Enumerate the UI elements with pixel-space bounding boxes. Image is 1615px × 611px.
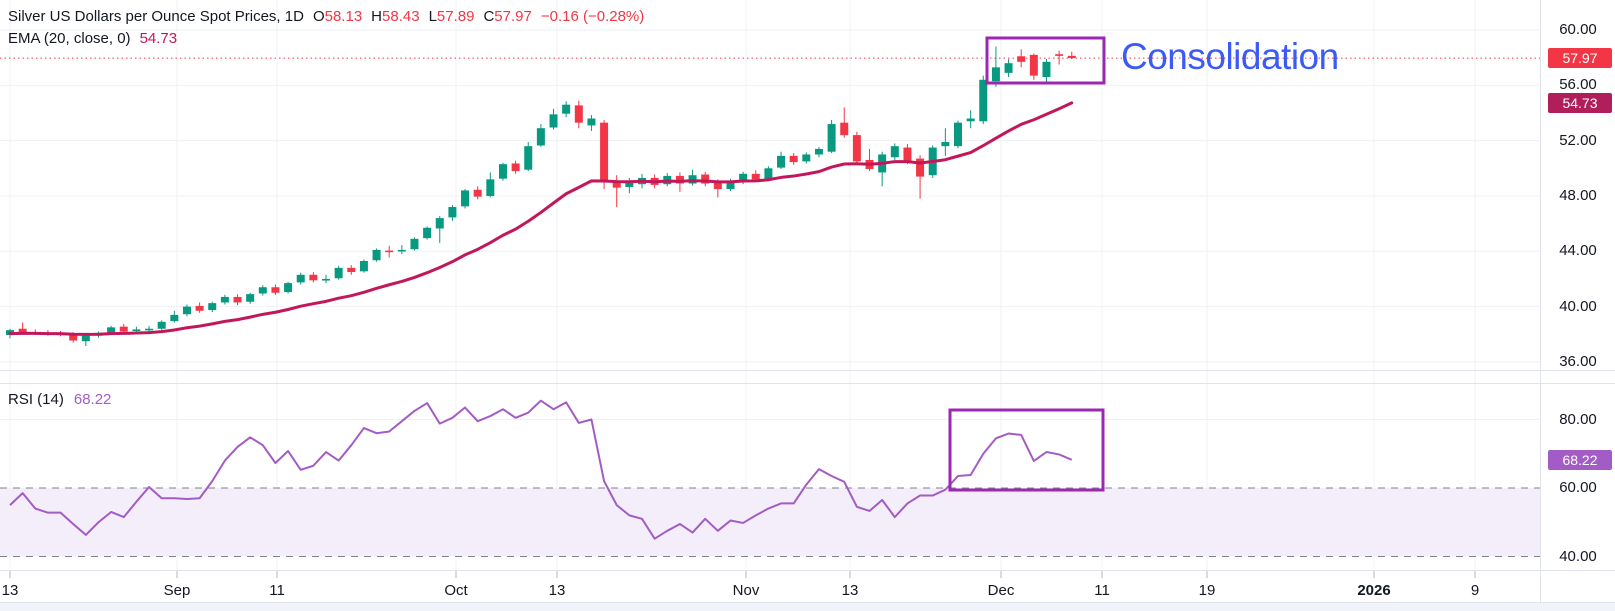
ema-label: EMA (20, close, 0) bbox=[8, 30, 131, 47]
axis-tick-label: 40.00 bbox=[1559, 547, 1597, 565]
axis-tick-label: 40.00 bbox=[1559, 297, 1597, 315]
time-tick-label: 13 bbox=[548, 582, 566, 599]
series-title: Silver US Dollars per Ounce Spot Prices,… bbox=[8, 8, 304, 25]
bottom-toolbar-strip bbox=[0, 602, 1615, 611]
rsi-band bbox=[0, 488, 1540, 557]
time-tick-label: Nov bbox=[732, 582, 760, 599]
ohlc-low-value: 57.89 bbox=[436, 8, 475, 25]
candlestick-series[interactable] bbox=[6, 46, 1076, 347]
time-tick-label: Oct bbox=[444, 582, 468, 599]
time-axis[interactable]: 13 Sep 11 Oct 13 Nov 13 Dec 11 19 2026 9 bbox=[0, 571, 1540, 602]
time-tick-label: 9 bbox=[1470, 582, 1480, 599]
axis-tick-label: 60.00 bbox=[1559, 479, 1597, 496]
rsi-label: RSI (14) bbox=[8, 391, 64, 408]
main-series-legend[interactable]: Silver US Dollars per Ounce Spot Prices,… bbox=[8, 6, 644, 28]
rsi-line[interactable] bbox=[9, 399, 1073, 540]
time-tick-label: 13 bbox=[1, 582, 19, 599]
axis-tick-label: 48.00 bbox=[1559, 186, 1597, 204]
price-axis[interactable]: 57.97 54.73 68.22 60.00 56.00 52.00 48.00 44… bbox=[1541, 0, 1615, 602]
ohlc-open-value: 58.13 bbox=[324, 8, 363, 25]
axis-tick-label: 52.00 bbox=[1559, 131, 1597, 149]
rsi-consolidation-box[interactable] bbox=[948, 408, 1105, 492]
change-value: −0.16 (−0.28%) bbox=[540, 8, 645, 25]
consolidation-annotation[interactable]: Consolidation bbox=[1121, 36, 1339, 77]
ema-line[interactable] bbox=[8, 101, 1074, 336]
axis-tick-label: 56.00 bbox=[1559, 76, 1597, 94]
time-tick-label: 2026 bbox=[1357, 582, 1391, 599]
axis-tick-label: 44.00 bbox=[1559, 242, 1597, 260]
time-tick-label: 13 bbox=[841, 582, 859, 599]
price-consolidation-box[interactable] bbox=[985, 36, 1106, 85]
ohlc-low-key: L bbox=[428, 8, 437, 25]
axis-tick-label: 60.00 bbox=[1559, 21, 1597, 38]
ema-value: 54.73 bbox=[139, 30, 178, 47]
time-tick-label: Sep bbox=[163, 582, 191, 599]
ema-price-badge: 54.73 bbox=[1548, 92, 1612, 113]
ohlc-close-key: C bbox=[483, 8, 495, 25]
ohlc-high-key: H bbox=[371, 8, 383, 25]
gridlines bbox=[0, 0, 1540, 570]
rsi-value-badge: 68.22 bbox=[1548, 449, 1612, 470]
axis-tick-label: 36.00 bbox=[1559, 352, 1597, 370]
ema-legend[interactable]: EMA (20, close, 0) 54.73 bbox=[8, 28, 644, 50]
ohlc-close-value: 57.97 bbox=[494, 8, 532, 25]
axis-tick-label: 80.00 bbox=[1559, 410, 1597, 428]
time-tick-label: 11 bbox=[269, 582, 285, 599]
pane-legend: Silver US Dollars per Ounce Spot Prices,… bbox=[8, 6, 644, 50]
time-tick-label: Dec bbox=[987, 582, 1015, 599]
rsi-value: 68.22 bbox=[73, 391, 112, 408]
ohlc-high-value: 58.43 bbox=[382, 8, 420, 25]
last-price-badge: 57.97 bbox=[1548, 48, 1612, 69]
rsi-legend[interactable]: RSI (14) 68.22 bbox=[8, 391, 111, 408]
time-tick-label: 11 bbox=[1094, 582, 1110, 599]
ohlc-open-key: O bbox=[312, 8, 325, 25]
time-tick-label: 19 bbox=[1198, 582, 1216, 599]
